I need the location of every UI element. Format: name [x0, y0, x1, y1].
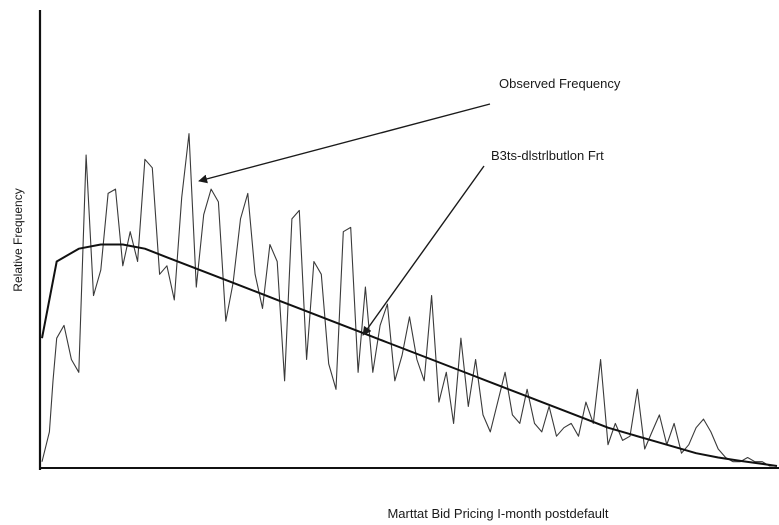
annotation-arrow-observed: [198, 103, 491, 184]
y-axis-label: Relative Frequency: [11, 188, 25, 291]
x-axis-label: Marttat Bid Pricing I-month postdefault: [387, 506, 608, 521]
series-layer: [41, 133, 778, 467]
annotation-arrow-fit: [362, 165, 485, 336]
series-beta-distribution-fit: [41, 243, 778, 467]
series-observed-frequency: [41, 133, 777, 467]
annotation-beta-fit: B3ts-dlstrlbutlon Frt: [491, 148, 604, 163]
annotation-observed-frequency: Observed Frequency: [499, 76, 621, 91]
